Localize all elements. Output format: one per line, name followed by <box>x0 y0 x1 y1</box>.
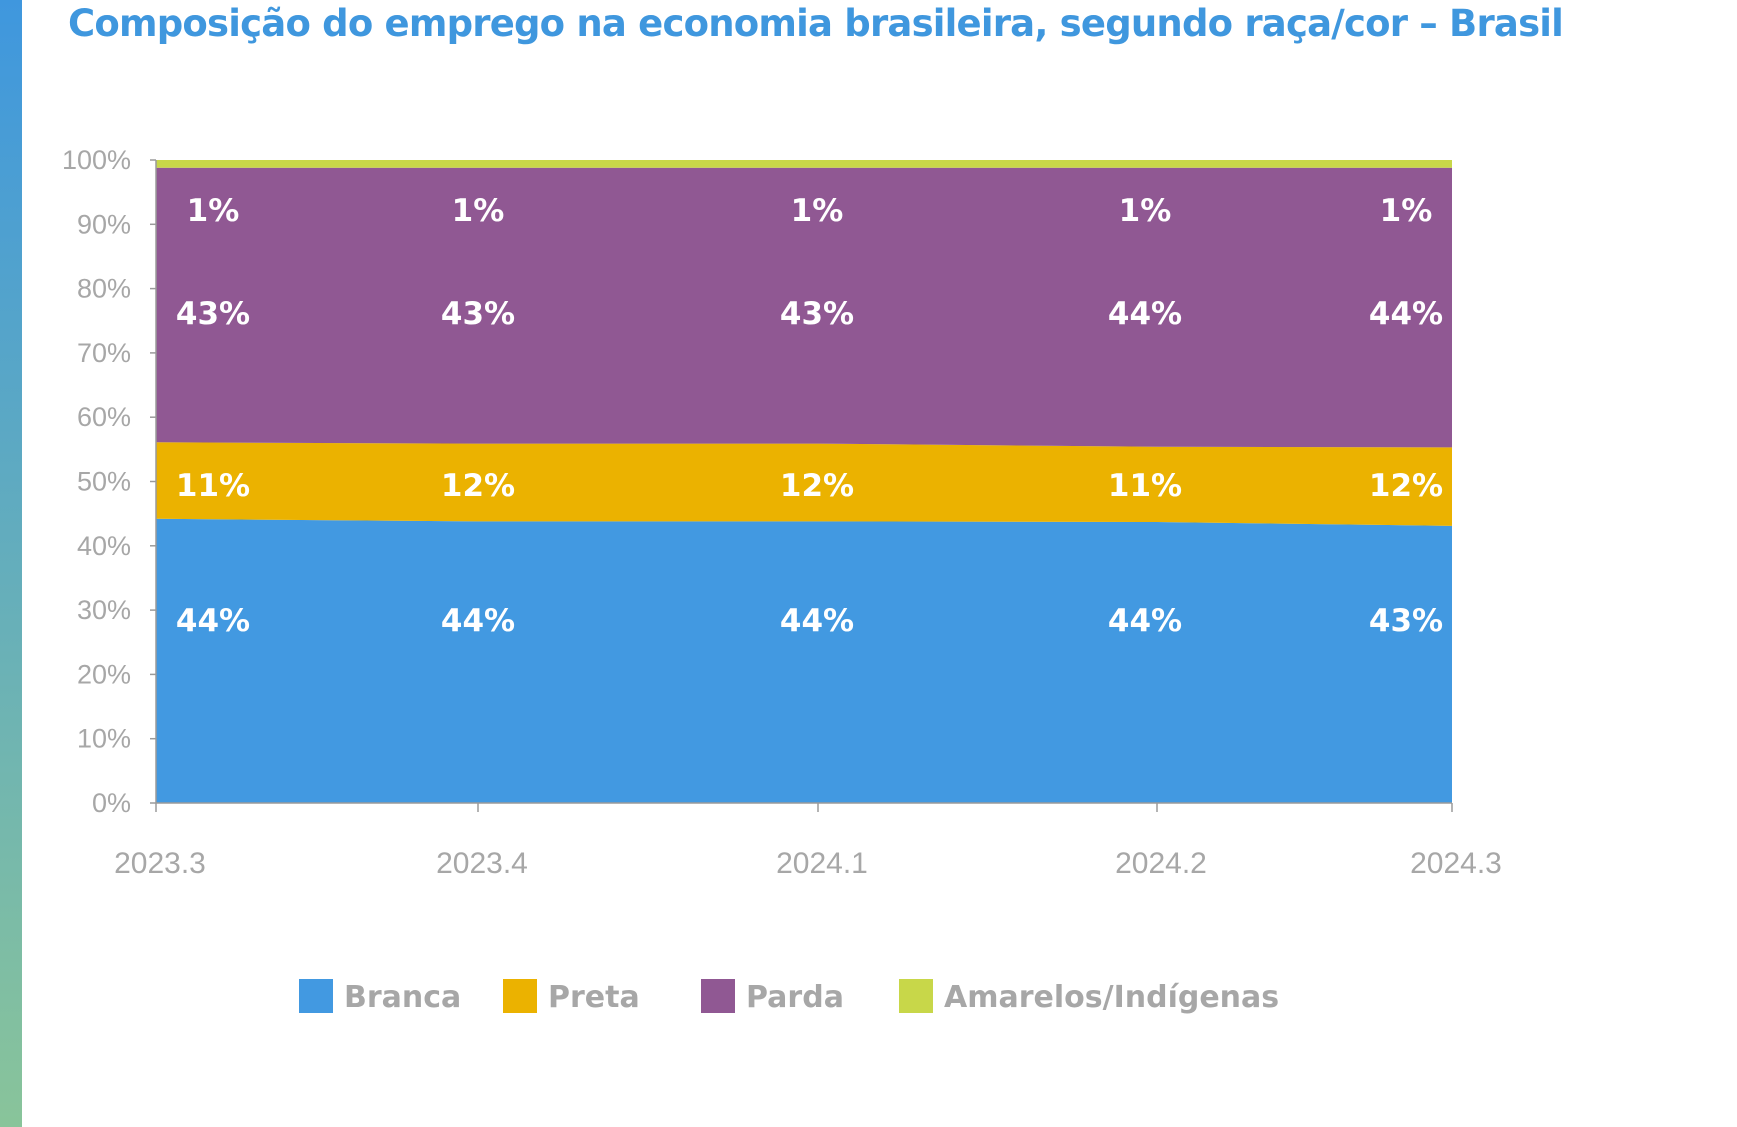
series-area-parda <box>156 167 1452 448</box>
data-label: 44% <box>176 603 250 639</box>
y-tick-label: 80% <box>77 274 131 304</box>
data-label: 43% <box>1369 603 1443 639</box>
data-label: 12% <box>1369 468 1443 504</box>
data-label: 44% <box>1108 296 1182 332</box>
series-area-preta <box>156 442 1452 526</box>
x-tick-label: 2024.2 <box>1115 847 1207 880</box>
y-tick-label: 20% <box>77 659 131 689</box>
legend-swatch <box>701 979 735 1013</box>
x-tick-label: 2024.1 <box>776 847 868 880</box>
legend: Branca Preta Parda Amarelos/Indígenas <box>299 979 1279 1015</box>
y-tick-label: 90% <box>77 209 131 239</box>
data-label: 44% <box>1369 296 1443 332</box>
legend-label: Branca <box>344 980 461 1015</box>
y-tick-label: 10% <box>77 724 131 754</box>
axes: 0% 10% 20% 30% 40% 50% 60% 70% 80% 90% 100% 2023.3 2… <box>62 145 1502 880</box>
data-label: 1% <box>791 193 844 229</box>
y-tick-label: 30% <box>77 595 131 625</box>
x-tick-label: 2023.3 <box>114 847 206 880</box>
data-label: 44% <box>780 603 854 639</box>
data-label: 43% <box>176 296 250 332</box>
y-tick-label: 60% <box>77 402 131 432</box>
data-label: 1% <box>187 193 240 229</box>
x-tick-label: 2024.3 <box>1410 847 1502 880</box>
legend-swatch <box>899 979 933 1013</box>
legend-swatch <box>299 979 333 1013</box>
data-label: 43% <box>441 296 515 332</box>
data-label: 1% <box>1380 193 1433 229</box>
data-label: 43% <box>780 296 854 332</box>
y-tick-label: 70% <box>77 338 131 368</box>
data-label: 1% <box>1119 193 1172 229</box>
data-label: 44% <box>1108 603 1182 639</box>
chart-title: Composição do emprego na economia brasil… <box>68 2 1564 45</box>
data-labels: 44% 44% 44% 44% 43% 11% 12% 12% 11% 12% 43% 43% 43% 4… <box>176 193 1443 639</box>
x-tick-label: 2023.4 <box>436 847 528 880</box>
data-label: 11% <box>176 468 250 504</box>
y-tick-label: 0% <box>92 788 131 818</box>
series-area-amarelos-ind-genas <box>156 160 1452 168</box>
legend-label: Parda <box>746 980 844 1015</box>
data-label: 44% <box>441 603 515 639</box>
y-tick-label: 100% <box>62 145 131 175</box>
y-tick-label: 40% <box>77 531 131 561</box>
series-area-branca <box>156 518 1452 803</box>
series-areas <box>156 160 1452 803</box>
y-tick-label: 50% <box>77 467 131 497</box>
data-label: 12% <box>780 468 854 504</box>
data-label: 1% <box>452 193 505 229</box>
data-label: 12% <box>441 468 515 504</box>
legend-label: Preta <box>548 980 640 1015</box>
data-label: 11% <box>1108 468 1182 504</box>
legend-swatch <box>503 979 537 1013</box>
legend-label: Amarelos/Indígenas <box>944 980 1279 1015</box>
accent-bar <box>0 0 22 1127</box>
